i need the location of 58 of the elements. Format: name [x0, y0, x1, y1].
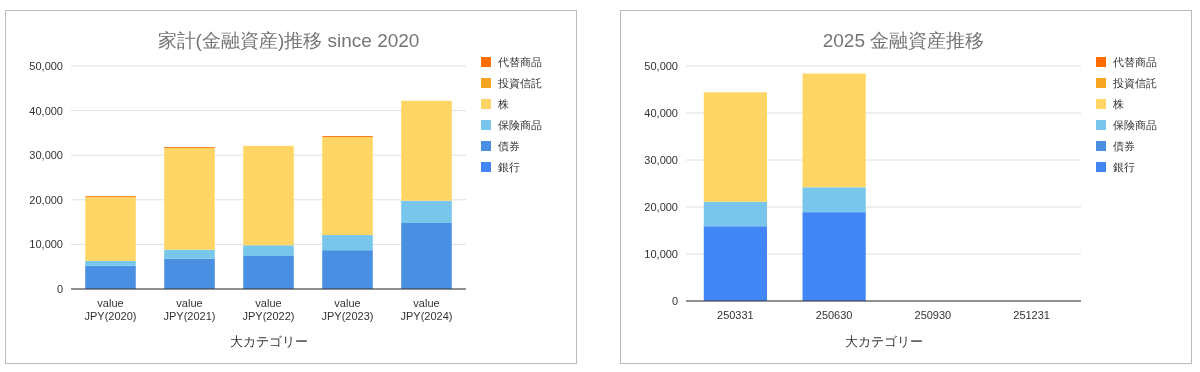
- y-tick-label: 20,000: [29, 193, 63, 206]
- x-tick-label: 250930: [914, 309, 952, 321]
- legend-label: 保険商品: [498, 119, 542, 131]
- x-axis-title: 大カテゴリー: [844, 334, 923, 349]
- legend-label: 代替商品: [497, 56, 542, 68]
- bar: [401, 222, 452, 289]
- bar: [802, 73, 866, 188]
- bar: [164, 148, 215, 250]
- legend-label: 銀行: [498, 161, 520, 173]
- legend-label: 株: [497, 98, 509, 110]
- x-tick-label: value JPY(2023): [321, 297, 374, 322]
- y-tick-label: 10,000: [644, 248, 678, 260]
- bar: [85, 197, 136, 261]
- legend-label: 投資信託: [497, 77, 542, 89]
- y-tick-label: 30,000: [644, 154, 678, 166]
- x-axis-title: 大カテゴリー: [229, 334, 308, 349]
- x-tick-label: 250331: [717, 309, 754, 321]
- x-tick-label: value JPY(2022): [242, 297, 295, 322]
- y-tick-label: 0: [671, 295, 678, 307]
- y-tick-label: 30,000: [29, 149, 63, 162]
- y-tick-label: 0: [56, 283, 63, 295]
- y-tick-label: 50,000: [29, 60, 63, 72]
- bar: [703, 92, 767, 202]
- y-tick-label: 10,000: [29, 238, 63, 251]
- y-tick-label: 40,000: [29, 104, 63, 117]
- y-tick-label: 50,000: [644, 60, 678, 72]
- bar: [802, 187, 866, 213]
- bar: [243, 245, 294, 256]
- bar: [401, 200, 452, 223]
- bar: [85, 265, 136, 289]
- legend-label: 債券: [1113, 140, 1135, 152]
- bar: [703, 226, 767, 301]
- legend-label: 株: [1112, 98, 1124, 110]
- x-tick-label: 250630: [815, 309, 853, 321]
- bar: [802, 212, 866, 301]
- legend-label: 代替商品: [1112, 56, 1157, 68]
- chart-title: 2025 金融資産推移: [822, 30, 985, 51]
- y-tick-label: 40,000: [644, 107, 678, 119]
- legend-label: 債券: [498, 140, 520, 152]
- x-tick-label: value JPY(2020): [84, 297, 137, 322]
- bar: [401, 100, 452, 201]
- bar: [322, 235, 373, 251]
- bar: [322, 250, 373, 289]
- bar: [164, 258, 215, 289]
- x-tick-label: value JPY(2024): [400, 297, 453, 322]
- x-tick-label: 251231: [1013, 309, 1050, 321]
- x-tick-label: value JPY(2021): [163, 297, 216, 322]
- legend-label: 投資信託: [1112, 77, 1157, 89]
- bar: [85, 260, 136, 266]
- bar: [243, 256, 294, 289]
- chart-title: 家計(金融資産)推移 since 2020: [157, 30, 420, 51]
- bar: [164, 249, 215, 259]
- y-tick-label: 20,000: [644, 201, 678, 213]
- legend-label: 銀行: [1113, 161, 1135, 173]
- bar: [322, 136, 373, 236]
- bar: [703, 201, 767, 227]
- legend-label: 保険商品: [1113, 119, 1157, 131]
- bar: [243, 145, 294, 246]
